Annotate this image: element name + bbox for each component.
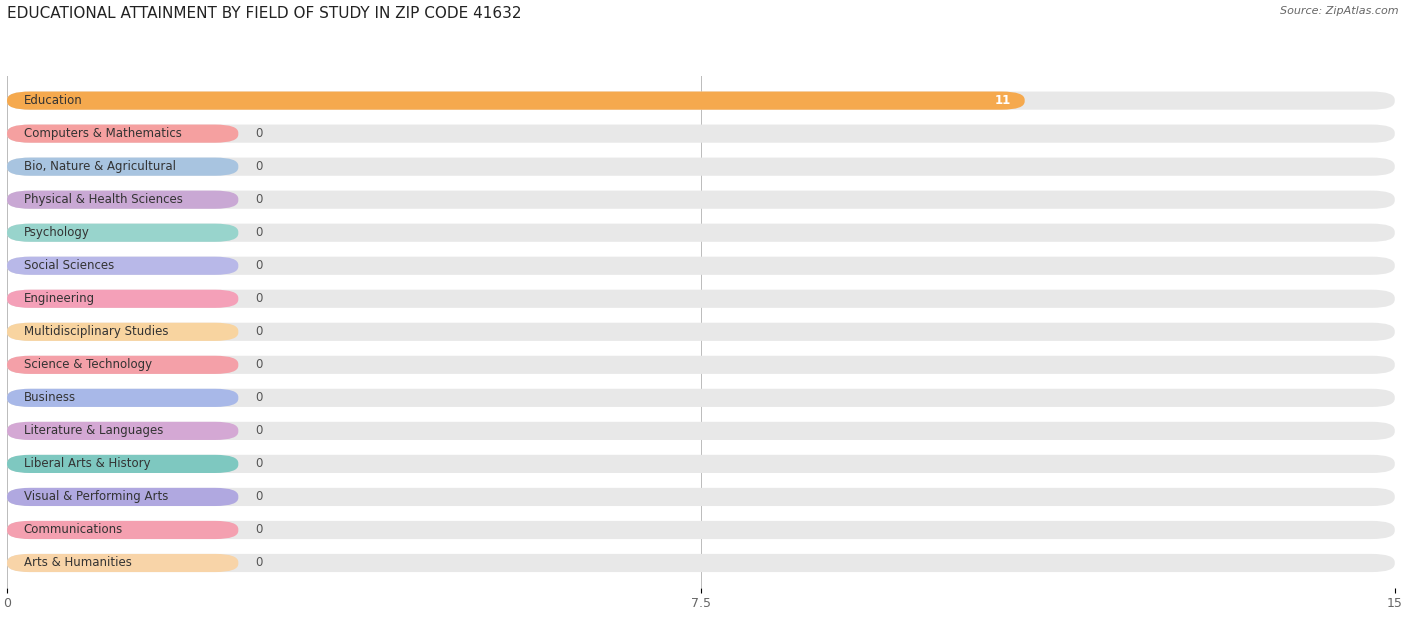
FancyBboxPatch shape [7, 554, 1395, 572]
FancyBboxPatch shape [7, 323, 1395, 341]
FancyBboxPatch shape [7, 356, 1395, 374]
Text: Science & Technology: Science & Technology [24, 358, 152, 372]
FancyBboxPatch shape [7, 224, 238, 242]
FancyBboxPatch shape [7, 289, 238, 308]
Text: Psychology: Psychology [24, 226, 90, 240]
FancyBboxPatch shape [7, 455, 1395, 473]
Text: 0: 0 [254, 292, 263, 305]
FancyBboxPatch shape [7, 191, 1395, 209]
Text: 0: 0 [254, 358, 263, 372]
FancyBboxPatch shape [7, 554, 238, 572]
Text: 0: 0 [254, 160, 263, 173]
FancyBboxPatch shape [7, 289, 1395, 308]
Text: Engineering: Engineering [24, 292, 94, 305]
FancyBboxPatch shape [7, 92, 1025, 110]
Text: Literature & Languages: Literature & Languages [24, 424, 163, 437]
Text: 0: 0 [254, 424, 263, 437]
Text: Visual & Performing Arts: Visual & Performing Arts [24, 490, 169, 504]
Text: Source: ZipAtlas.com: Source: ZipAtlas.com [1281, 6, 1399, 16]
FancyBboxPatch shape [7, 125, 1395, 143]
FancyBboxPatch shape [7, 488, 1395, 506]
Text: Computers & Mathematics: Computers & Mathematics [24, 127, 181, 140]
Text: Bio, Nature & Agricultural: Bio, Nature & Agricultural [24, 160, 176, 173]
Text: Arts & Humanities: Arts & Humanities [24, 557, 132, 569]
FancyBboxPatch shape [7, 422, 238, 440]
Text: Liberal Arts & History: Liberal Arts & History [24, 458, 150, 470]
FancyBboxPatch shape [7, 157, 238, 176]
Text: 0: 0 [254, 557, 263, 569]
Text: 0: 0 [254, 325, 263, 338]
Text: Multidisciplinary Studies: Multidisciplinary Studies [24, 325, 169, 338]
FancyBboxPatch shape [7, 92, 1395, 110]
Text: 0: 0 [254, 391, 263, 404]
Text: EDUCATIONAL ATTAINMENT BY FIELD OF STUDY IN ZIP CODE 41632: EDUCATIONAL ATTAINMENT BY FIELD OF STUDY… [7, 6, 522, 21]
Text: Physical & Health Sciences: Physical & Health Sciences [24, 193, 183, 206]
Text: 0: 0 [254, 127, 263, 140]
FancyBboxPatch shape [7, 257, 1395, 275]
Text: Business: Business [24, 391, 76, 404]
FancyBboxPatch shape [7, 488, 238, 506]
FancyBboxPatch shape [7, 389, 238, 407]
Text: Social Sciences: Social Sciences [24, 259, 114, 272]
FancyBboxPatch shape [7, 422, 1395, 440]
Text: 0: 0 [254, 259, 263, 272]
FancyBboxPatch shape [7, 125, 238, 143]
Text: 0: 0 [254, 523, 263, 537]
FancyBboxPatch shape [7, 157, 1395, 176]
FancyBboxPatch shape [7, 224, 1395, 242]
FancyBboxPatch shape [7, 389, 1395, 407]
FancyBboxPatch shape [7, 257, 238, 275]
Text: 0: 0 [254, 226, 263, 240]
FancyBboxPatch shape [7, 455, 238, 473]
Text: Education: Education [24, 94, 83, 107]
Text: 0: 0 [254, 490, 263, 504]
FancyBboxPatch shape [7, 521, 238, 539]
Text: 11: 11 [994, 94, 1011, 107]
FancyBboxPatch shape [7, 191, 238, 209]
FancyBboxPatch shape [7, 521, 1395, 539]
FancyBboxPatch shape [7, 356, 238, 374]
Text: 0: 0 [254, 458, 263, 470]
Text: 0: 0 [254, 193, 263, 206]
FancyBboxPatch shape [7, 323, 238, 341]
Text: Communications: Communications [24, 523, 122, 537]
